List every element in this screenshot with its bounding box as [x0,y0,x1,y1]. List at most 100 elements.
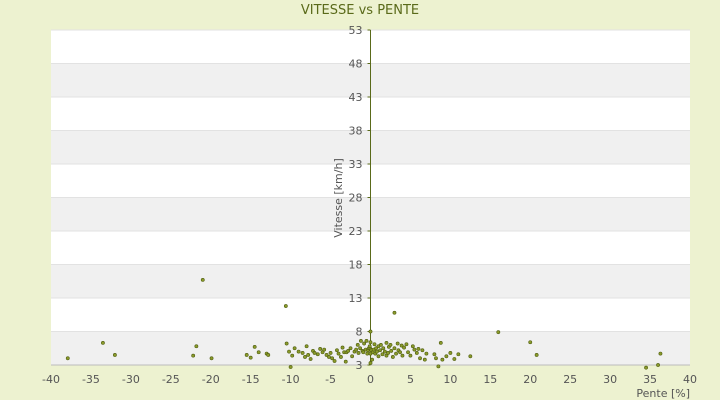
x-tick-label: -40 [42,373,60,386]
data-point [303,355,307,359]
data-point [376,354,381,359]
data-point [113,353,117,357]
y-tick-label: 53 [349,24,363,37]
data-point [354,347,359,352]
y-tick-label: 48 [349,58,363,71]
x-tick-label: -25 [162,373,180,386]
data-point [404,342,409,347]
x-tick-label: 25 [563,373,577,386]
data-point [410,344,415,349]
x-tick-label: -5 [325,373,336,386]
data-point [412,347,417,352]
data-point [456,352,461,357]
data-point [244,353,249,357]
data-point [384,353,389,358]
data-point [400,353,405,358]
data-point [418,356,422,361]
x-tick-label: -35 [82,373,100,386]
y-tick-label: 28 [349,192,363,205]
data-point [434,356,438,361]
data-point [392,310,397,315]
data-point [436,364,441,369]
data-point [209,356,214,361]
data-point [335,348,339,353]
y-axis-label: Vitesse [km/h] [332,158,345,238]
data-point [424,351,429,356]
data-point [378,342,383,347]
data-point [308,357,313,361]
data-point [288,365,293,369]
data-point [348,346,353,351]
data-points [65,278,663,370]
data-point [339,355,343,359]
data-point [343,359,348,364]
data-point [362,341,367,346]
x-tick-label: 35 [643,373,657,386]
data-point [290,353,295,358]
data-point [287,349,291,354]
data-point [322,347,327,352]
data-point [296,349,301,354]
data-point [432,352,437,357]
data-point [381,346,386,351]
x-tick-label: 10 [443,373,457,386]
data-point [368,329,373,334]
data-point [408,353,413,358]
x-tick-label: 20 [523,373,537,386]
data-point [398,350,402,355]
data-point [283,304,288,308]
data-point [440,357,445,362]
y-tick-label: 43 [349,91,363,104]
data-point [191,353,196,358]
data-point [200,278,205,282]
y-tick-label: 23 [349,225,363,238]
data-point [252,345,257,349]
y-tick-label: 3 [356,359,363,372]
data-point [448,351,453,355]
data-point [304,344,309,349]
data-point [65,356,70,361]
data-point [364,338,369,343]
data-point [248,355,253,360]
x-tick-label: 5 [407,373,414,386]
data-point [656,363,660,367]
data-point [284,341,289,346]
data-point [320,350,325,355]
data-point [256,350,261,355]
data-point [382,349,387,354]
data-point [312,351,317,355]
data-point [327,355,331,359]
x-tick-labels: -40 -35 -30 -25 -20 -15 -10 -5 0 5 10 15 20 25 30 35 40 [42,373,697,386]
data-point [414,351,419,355]
data-point [468,354,473,359]
data-point [658,351,663,356]
data-point [406,350,410,355]
data-point [330,356,335,361]
data-point [372,342,377,347]
data-point [365,351,370,356]
chart-title: VITESSE vs PENTE [301,3,419,18]
data-point [300,351,305,355]
data-point [392,346,397,351]
x-tick-label: -30 [122,373,140,386]
data-point [368,340,373,345]
data-point [534,353,539,357]
data-point [389,349,394,353]
data-point [359,338,363,343]
data-point [361,350,366,355]
y-tick-label: 13 [349,292,363,305]
data-point [194,344,199,349]
x-tick-label: 0 [367,373,374,386]
data-point [350,354,355,359]
data-point [444,354,449,359]
data-point [324,353,329,357]
x-tick-label: -10 [282,373,300,386]
data-point [438,340,443,345]
x-tick-label: -15 [242,373,260,386]
x-tick-label: 15 [483,373,497,386]
data-point [355,342,360,347]
x-tick-label: 30 [603,373,617,386]
data-point [380,352,385,357]
